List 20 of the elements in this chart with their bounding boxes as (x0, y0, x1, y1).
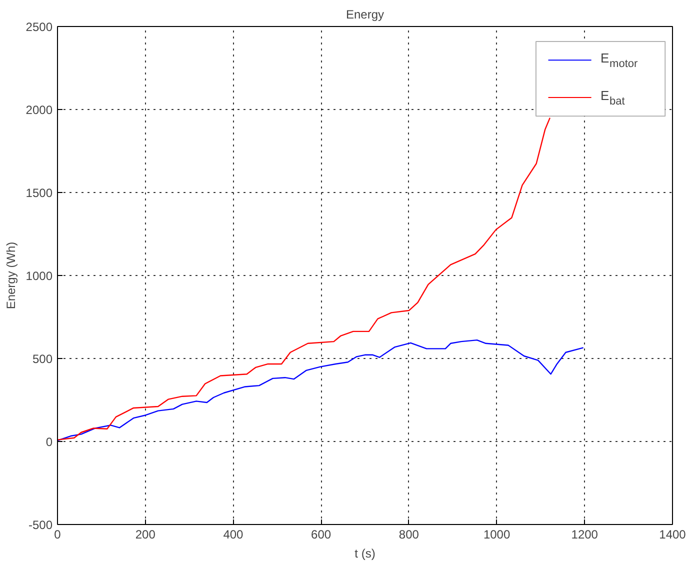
line-series (58, 117, 551, 440)
x-tick-label: 200 (135, 528, 156, 542)
line-series (58, 339, 584, 442)
chart-title: Energy (346, 8, 384, 22)
x-tick-label: 1400 (659, 528, 686, 542)
y-tick-label: 1500 (26, 186, 53, 200)
x-tick-label: 1000 (483, 528, 510, 542)
x-axis-title: t (s) (354, 546, 376, 560)
x-tick-label: 600 (311, 528, 332, 542)
y-tick-label: 0 (46, 435, 53, 449)
y-axis-title: Energy (Wh) (4, 242, 18, 310)
x-tick-label: 800 (398, 528, 420, 542)
y-tick-label: 500 (32, 352, 53, 366)
y-tick-label: 1000 (26, 269, 53, 283)
x-tick-label: 0 (54, 528, 62, 542)
y-tick-label: 2500 (26, 20, 53, 34)
x-tick-label: 400 (223, 528, 244, 542)
y-tick-label: 2000 (26, 103, 53, 117)
x-tick-label: 1200 (571, 528, 598, 542)
y-tick-label: -500 (28, 518, 53, 532)
